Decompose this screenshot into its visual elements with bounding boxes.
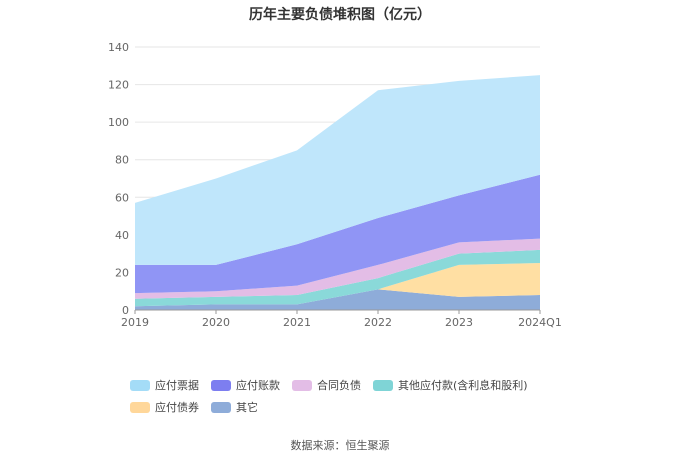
legend-swatch [211,379,231,391]
legend-swatch [292,379,312,391]
legend-label: 应付账款 [236,379,280,392]
area-合同负债 [135,238,540,299]
legend-swatch [373,379,393,391]
legend-label: 应付债券 [155,401,199,414]
legend-label: 其他应付款(含利息和股利) [398,379,528,392]
legend-label: 合同负债 [317,379,361,392]
y-tick-label: 60 [115,191,129,204]
y-tick-label: 0 [122,304,129,317]
legend-item[interactable]: 应付票据 [130,377,199,393]
area-其他应付款(含利息和股利) [135,249,540,307]
area-应付票据 [135,75,540,265]
area-其它 [135,289,540,310]
legend-item[interactable]: 其他应付款(含利息和股利) [373,377,528,393]
legend-label: 应付票据 [155,379,199,392]
legend-swatch [211,401,231,413]
y-tick-label: 100 [108,116,129,129]
stacked-area-chart: 0 20 40 60 80 100 120 140 2019 2020 2021 2022 2023 20… [108,41,562,329]
x-tick-label: 2022 [364,316,392,329]
legend-label: 其它 [236,401,258,414]
x-tick-label: 2023 [445,316,473,329]
legend-item[interactable]: 其它 [211,399,258,415]
legend: 应付票据 应付账款 合同负债 其他应付款(含利息和股利) 应付债券 其它 [130,377,570,415]
legend-item[interactable]: 应付债券 [130,399,199,415]
area-应付账款 [135,174,540,294]
y-tick-label: 20 [115,266,129,279]
y-tick-label: 120 [108,79,129,92]
x-tick-label: 2019 [121,316,149,329]
legend-item[interactable]: 应付账款 [211,377,280,393]
x-tick-label: 2024Q1 [518,316,562,329]
y-tick-label: 40 [115,229,129,242]
data-source: 数据来源：恒生聚源 [290,439,390,452]
legend-swatch [130,379,150,391]
y-tick-label: 140 [108,41,129,54]
x-tick-label: 2020 [202,316,230,329]
chart-title: 历年主要负债堆积图（亿元） [249,7,431,23]
y-tick-label: 80 [115,154,129,167]
legend-item[interactable]: 合同负债 [292,377,361,393]
area-应付债券 [135,263,540,307]
x-tick-label: 2021 [283,316,311,329]
legend-swatch [130,401,150,413]
